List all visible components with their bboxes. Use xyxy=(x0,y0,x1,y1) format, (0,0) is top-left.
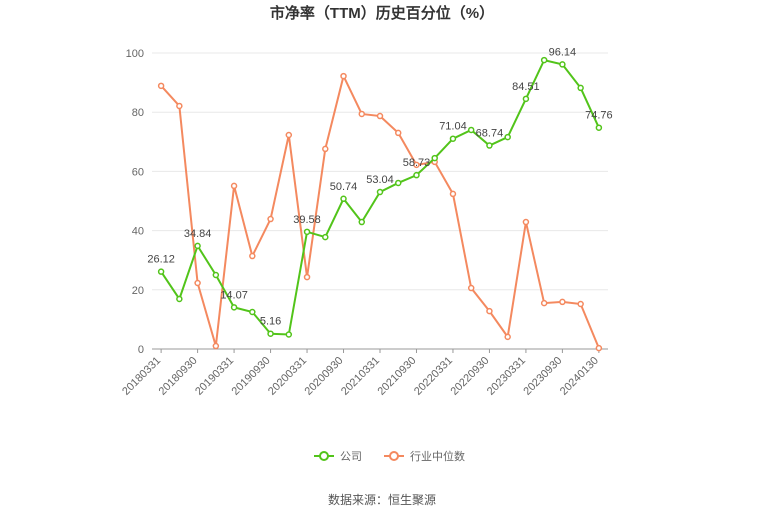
point xyxy=(522,95,530,103)
point xyxy=(467,126,475,134)
point xyxy=(595,124,603,131)
x-tick-label: 20240130 xyxy=(558,355,601,398)
data-label: 5.16 xyxy=(260,316,281,328)
point xyxy=(595,344,603,352)
point xyxy=(504,133,511,141)
y-tick-label: 60 xyxy=(132,166,144,178)
legend-marker xyxy=(389,451,399,461)
x-tick-label: 20190331 xyxy=(193,355,236,398)
point xyxy=(449,135,457,142)
point xyxy=(212,342,220,350)
data-label: 53.04 xyxy=(366,174,394,186)
point xyxy=(249,308,256,316)
legend-item: 行业中位数 xyxy=(384,449,465,463)
point xyxy=(303,273,311,281)
data-label: 34.84 xyxy=(184,228,212,240)
legend-item: 公司 xyxy=(314,451,362,463)
point xyxy=(358,110,366,118)
point xyxy=(540,299,548,307)
point xyxy=(285,131,293,139)
point xyxy=(577,84,584,92)
point xyxy=(340,195,347,203)
x-tick-label: 20210331 xyxy=(339,355,382,398)
point xyxy=(376,112,384,120)
x-tick-label: 20220331 xyxy=(412,355,455,398)
point xyxy=(322,233,329,241)
x-tick-label: 20200331 xyxy=(266,355,309,398)
y-tick-label: 40 xyxy=(132,226,144,238)
point xyxy=(194,242,201,250)
legend-label: 行业中位数 xyxy=(410,449,465,463)
x-tick-label: 20230930 xyxy=(521,355,564,398)
x-tick-label: 20210930 xyxy=(376,355,419,398)
point xyxy=(486,307,493,315)
data-label: 39.58 xyxy=(293,214,321,226)
point xyxy=(504,333,511,341)
point xyxy=(322,145,329,153)
point xyxy=(486,142,493,149)
source: 数据来源：恒生聚源 xyxy=(328,492,436,507)
point xyxy=(176,102,183,110)
data-label: 71.04 xyxy=(439,121,467,133)
point xyxy=(540,56,548,64)
data-label: 96.14 xyxy=(549,46,577,58)
legend-label: 公司 xyxy=(340,451,362,463)
x-tick-label: 20200930 xyxy=(303,355,346,398)
legend-marker xyxy=(319,451,329,461)
data-label: 58.73 xyxy=(403,157,431,169)
point xyxy=(431,154,438,162)
y-tick-label: 0 xyxy=(138,344,144,356)
point xyxy=(559,298,566,306)
chart-title: 市净率（TTM）历史百分位（%） xyxy=(270,4,494,22)
data-label: 84.51 xyxy=(512,81,540,93)
point xyxy=(577,300,584,308)
x-tick-label: 20180930 xyxy=(157,355,200,398)
point xyxy=(394,129,402,137)
point xyxy=(303,228,311,236)
point xyxy=(267,215,274,223)
point xyxy=(449,190,457,198)
x-tick-label: 20220930 xyxy=(448,355,491,398)
point xyxy=(394,179,402,187)
point xyxy=(230,182,238,190)
point xyxy=(413,161,420,169)
y-tick-label: 100 xyxy=(126,48,144,60)
y-tick-label: 20 xyxy=(132,285,144,297)
data-label: 74.76 xyxy=(585,110,613,122)
point xyxy=(249,252,256,260)
x-tick-label: 20180331 xyxy=(120,355,163,398)
point xyxy=(559,61,566,68)
y-tick-label: 80 xyxy=(132,107,144,119)
point xyxy=(230,304,238,311)
point xyxy=(267,330,274,337)
data-label: 50.74 xyxy=(330,181,358,193)
data-label: 14.07 xyxy=(220,289,248,301)
point xyxy=(285,331,293,338)
point xyxy=(157,82,165,90)
point xyxy=(413,171,420,179)
point xyxy=(358,218,366,226)
point xyxy=(176,295,183,303)
point xyxy=(467,284,475,292)
x-tick-label: 20230331 xyxy=(485,355,528,398)
point xyxy=(194,279,201,287)
x-tick-label: 20190930 xyxy=(230,355,273,398)
point xyxy=(212,271,220,279)
point xyxy=(522,218,530,226)
point xyxy=(376,188,384,196)
data-label: 68.74 xyxy=(476,128,504,140)
point xyxy=(340,72,347,80)
data-label: 26.12 xyxy=(147,254,175,266)
point xyxy=(157,268,165,275)
